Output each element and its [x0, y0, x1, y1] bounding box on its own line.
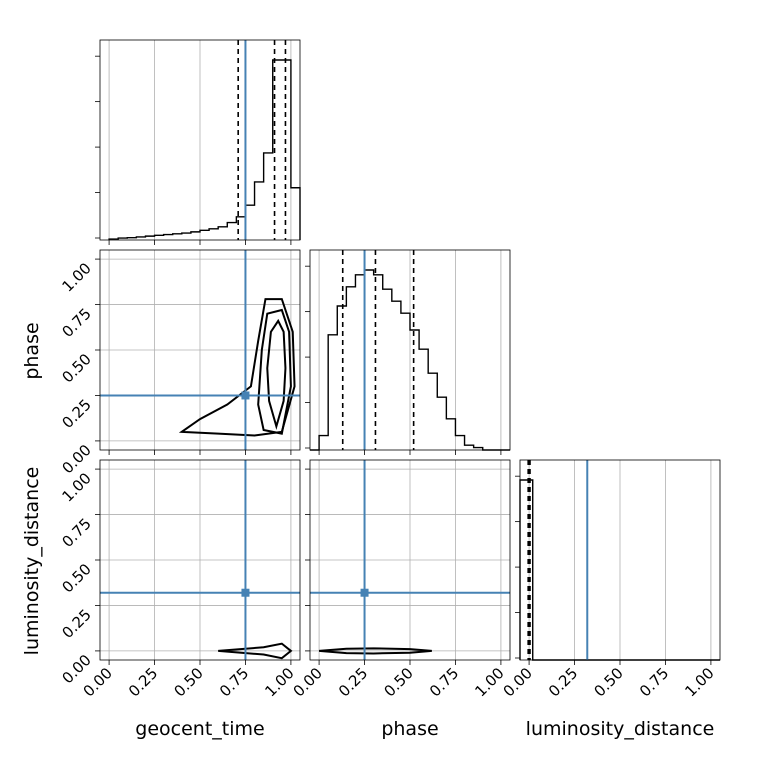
- y-tick-label: 0.75: [58, 515, 94, 551]
- x-tick-label: 1.00: [261, 664, 297, 700]
- contour-phase-luminosity_distance: [319, 647, 432, 655]
- grid-1-1: [318, 250, 502, 450]
- truth-marker: [241, 588, 250, 597]
- y-tick-label: 0.50: [58, 560, 94, 596]
- y-tick-label: 0.50: [58, 350, 94, 386]
- y-tick-label: 1.00: [58, 259, 94, 295]
- y-tick-label: 0.75: [58, 305, 94, 341]
- x-tick-label: 0.25: [125, 664, 161, 700]
- histogram-phase: [310, 269, 510, 451]
- y-tick-label: 0.25: [58, 606, 94, 642]
- y-tick-label: 0.25: [58, 396, 94, 432]
- histogram-geocent_time: [108, 59, 301, 240]
- xlabel-geocent-time: geocent_time: [135, 718, 264, 740]
- x-tick-label: 0.75: [216, 664, 252, 700]
- x-tick-label: 0.00: [500, 664, 536, 700]
- contour-geocent_time-luminosity_distance: [218, 642, 293, 660]
- x-tick-label: 0.50: [380, 664, 416, 700]
- ylabel-phase: phase: [21, 322, 43, 379]
- ylabel-luminosity-distance: luminosity_distance: [21, 467, 43, 656]
- x-tick-label: 0.00: [290, 664, 326, 700]
- x-tick-label: 0.25: [335, 664, 371, 700]
- xlabel-luminosity-distance: luminosity_distance: [526, 718, 715, 740]
- truth-marker: [241, 391, 250, 400]
- x-tick-label: 0.50: [590, 664, 626, 700]
- grid-2-0: [100, 460, 300, 660]
- y-tick-label: 0.00: [58, 441, 94, 477]
- x-tick-label: 1.00: [681, 664, 717, 700]
- contour-geocent_time-phase: [178, 298, 296, 437]
- x-tick-label: 0.75: [426, 664, 462, 700]
- x-tick-label: 0.50: [170, 664, 206, 700]
- xlabel-phase: phase: [381, 718, 438, 740]
- x-tick-label: 0.25: [545, 664, 581, 700]
- x-tick-label: 1.00: [471, 664, 507, 700]
- y-tick-label: 1.00: [58, 469, 94, 505]
- truth-marker: [360, 588, 369, 597]
- x-tick-label: 0.75: [636, 664, 672, 700]
- grid-2-2: [528, 460, 712, 660]
- contour-geocent_time-phase: [266, 318, 287, 431]
- grid-2-1: [310, 460, 510, 660]
- grid-0-0: [108, 40, 292, 240]
